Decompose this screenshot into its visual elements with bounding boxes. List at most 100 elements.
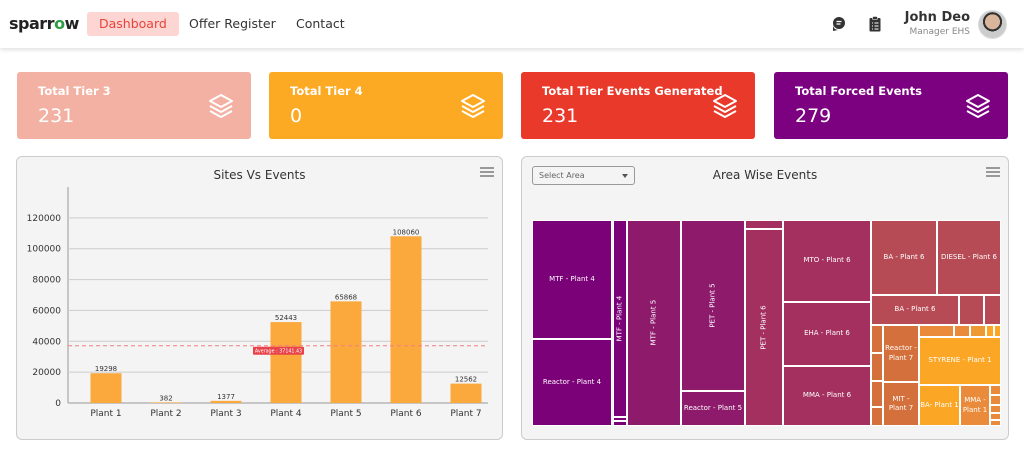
treemap-cell[interactable]: PET - Plant 5 — [681, 220, 745, 391]
user-name: John Deo — [904, 10, 970, 25]
treemap-cell[interactable]: BA- Plant 1 — [919, 385, 960, 426]
stat-card[interactable]: Total Tier 3 231 — [17, 72, 251, 139]
treemap-cell[interactable]: EHA - Plant 6 — [783, 302, 871, 366]
treemap-cell[interactable] — [613, 417, 627, 421]
stat-card-title: Total Tier 4 — [290, 84, 363, 98]
treemap-cell[interactable] — [959, 295, 984, 325]
data-label: 108060 — [393, 228, 420, 236]
treemap-cell-label: MMA - Plant 1 — [962, 396, 988, 414]
treemap-cell[interactable] — [871, 353, 883, 381]
treemap-cell[interactable]: BA - Plant 6 — [871, 295, 959, 325]
treemap-cell[interactable]: PET - Plant 6 — [745, 229, 783, 426]
treemap-menu-icon[interactable] — [986, 167, 1000, 177]
layers-icon — [713, 94, 737, 118]
treemap-cell[interactable] — [990, 395, 1001, 405]
sites-vs-events-panel: Sites Vs Events 0 20000 40000 60000 80000 100… — [16, 156, 503, 440]
stat-card-title: Total Tier Events Generated — [542, 84, 723, 98]
data-label: 19298 — [95, 365, 117, 373]
treemap-cell[interactable]: Reactor - Plant 4 — [532, 339, 612, 426]
stat-card[interactable]: Total Forced Events 279 — [774, 72, 1008, 139]
treemap-cell-label: BA - Plant 6 — [894, 305, 936, 314]
treemap-cell[interactable]: MTO - Plant 6 — [783, 220, 871, 302]
treemap-cell[interactable]: STYRENE - Plant 1 — [919, 337, 1001, 385]
treemap-cell-label: EHA - Plant 6 — [804, 329, 850, 338]
treemap-cell[interactable] — [745, 220, 783, 229]
treemap-cell[interactable] — [990, 413, 1001, 420]
treemap-cell[interactable]: MIT - Plant 7 — [883, 382, 919, 426]
x-tick-label: Plant 4 — [270, 409, 302, 419]
treemap-cell[interactable] — [871, 325, 883, 353]
bar[interactable] — [150, 402, 182, 403]
nav-contact[interactable]: Contact — [296, 16, 345, 31]
treemap-cell[interactable] — [994, 325, 1001, 337]
bar[interactable] — [450, 383, 482, 403]
chart-menu-icon[interactable] — [480, 167, 494, 177]
nav-dashboard[interactable]: Dashboard — [87, 12, 179, 36]
treemap-cell[interactable] — [990, 405, 1001, 413]
sparrow-logo[interactable]: sparrow — [9, 14, 79, 33]
treemap-cell[interactable] — [613, 421, 627, 426]
data-label: 52443 — [275, 314, 297, 322]
treemap-cell-label: MTF - Plant 4 — [549, 274, 595, 283]
stat-card-title: Total Forced Events — [795, 84, 922, 98]
treemap-title: Area Wise Events — [712, 168, 818, 182]
treemap-cell-label: MIT - Plant 7 — [888, 394, 914, 412]
data-label: 12562 — [455, 376, 477, 384]
bar[interactable] — [390, 236, 422, 403]
treemap-cell-label: PET - Plant 6 — [759, 305, 768, 350]
data-label: 382 — [159, 394, 172, 402]
stat-card-value: 279 — [795, 105, 832, 127]
stat-card-value: 0 — [290, 105, 303, 127]
layers-icon — [461, 94, 485, 118]
clipboard-icon[interactable] — [867, 16, 883, 32]
treemap-cell-label: Reactor - Plant 5 — [683, 403, 743, 412]
treemap-cell[interactable] — [990, 420, 1001, 426]
bar[interactable] — [330, 301, 362, 403]
y-tick-label: 40000 — [32, 337, 61, 347]
treemap-cell[interactable] — [871, 381, 883, 407]
treemap-cell[interactable]: DIESEL - Plant 6 — [937, 220, 1001, 295]
treemap-cell[interactable]: MMA - Plant 6 — [783, 366, 871, 426]
treemap-cell-label: STYRENE - Plant 1 — [928, 356, 992, 365]
treemap-cell[interactable]: MTF - Plant 4 — [532, 220, 612, 339]
treemap-cell[interactable]: MTF - Plant 4 — [613, 220, 627, 417]
treemap-cell[interactable]: MTF - Plant 5 — [627, 220, 681, 426]
avatar[interactable] — [978, 10, 1007, 39]
x-tick-label: Plant 7 — [450, 409, 481, 419]
y-tick-label: 100000 — [27, 245, 62, 255]
treemap-cell[interactable]: BA - Plant 6 — [871, 220, 937, 295]
layers-icon — [966, 94, 990, 118]
bar[interactable] — [270, 322, 302, 403]
select-area-dropdown[interactable]: Select Area — [532, 166, 635, 185]
x-tick-label: Plant 3 — [210, 409, 241, 419]
chat-icon[interactable] — [830, 16, 846, 32]
treemap-cell[interactable]: MMA - Plant 1 — [960, 385, 990, 426]
treemap-cell-label: DIESEL - Plant 6 — [941, 252, 997, 261]
treemap-cell-label: PET - Plant 5 — [708, 283, 717, 328]
treemap-cell-label: BA - Plant 6 — [883, 252, 925, 261]
bar[interactable] — [210, 400, 242, 403]
y-tick-label: 120000 — [27, 214, 62, 224]
average-badge — [253, 346, 304, 355]
treemap-cell[interactable] — [954, 325, 970, 337]
treemap-cell[interactable] — [986, 325, 994, 337]
stat-card[interactable]: Total Tier 4 0 — [269, 72, 503, 139]
bar[interactable] — [90, 373, 122, 403]
treemap-cell-label: MMA - Plant 6 — [802, 391, 852, 400]
treemap-cell[interactable] — [984, 295, 1001, 325]
treemap-cell-label: MTF - Plant 5 — [649, 300, 658, 346]
stat-card-title: Total Tier 3 — [38, 84, 111, 98]
treemap-cell[interactable]: Reactor - Plant 5 — [681, 391, 745, 426]
treemap-cell[interactable] — [970, 325, 986, 337]
bar-chart: 0 20000 40000 60000 80000 100000 120000 19298 Pl… — [27, 187, 488, 419]
treemap-cell[interactable] — [871, 407, 883, 426]
stat-card[interactable]: Total Tier Events Generated 231 — [521, 72, 755, 139]
treemap-cell[interactable] — [919, 325, 954, 337]
treemap-cell-label: MTO - Plant 6 — [803, 256, 851, 265]
x-tick-label: Plant 5 — [330, 409, 361, 419]
x-tick-label: Plant 2 — [150, 409, 181, 419]
nav-offer-register[interactable]: Offer Register — [189, 16, 276, 31]
treemap-cell[interactable]: Reactor - Plant 7 — [883, 325, 919, 382]
treemap-cell[interactable] — [990, 385, 1001, 395]
stat-card-value: 231 — [542, 105, 579, 127]
